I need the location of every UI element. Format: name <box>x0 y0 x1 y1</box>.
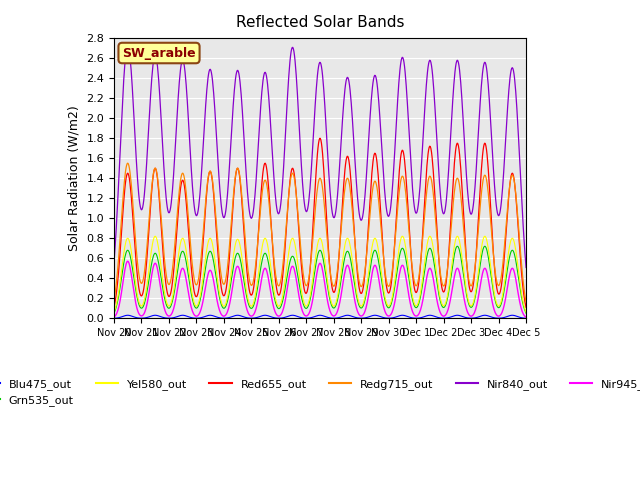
Text: SW_arable: SW_arable <box>122 47 196 60</box>
Title: Reflected Solar Bands: Reflected Solar Bands <box>236 15 404 30</box>
Legend: Blu475_out, Grn535_out, Yel580_out, Red655_out, Redg715_out, Nir840_out, Nir945_: Blu475_out, Grn535_out, Yel580_out, Red6… <box>0 374 640 410</box>
Y-axis label: Solar Radiation (W/m2): Solar Radiation (W/m2) <box>68 105 81 251</box>
